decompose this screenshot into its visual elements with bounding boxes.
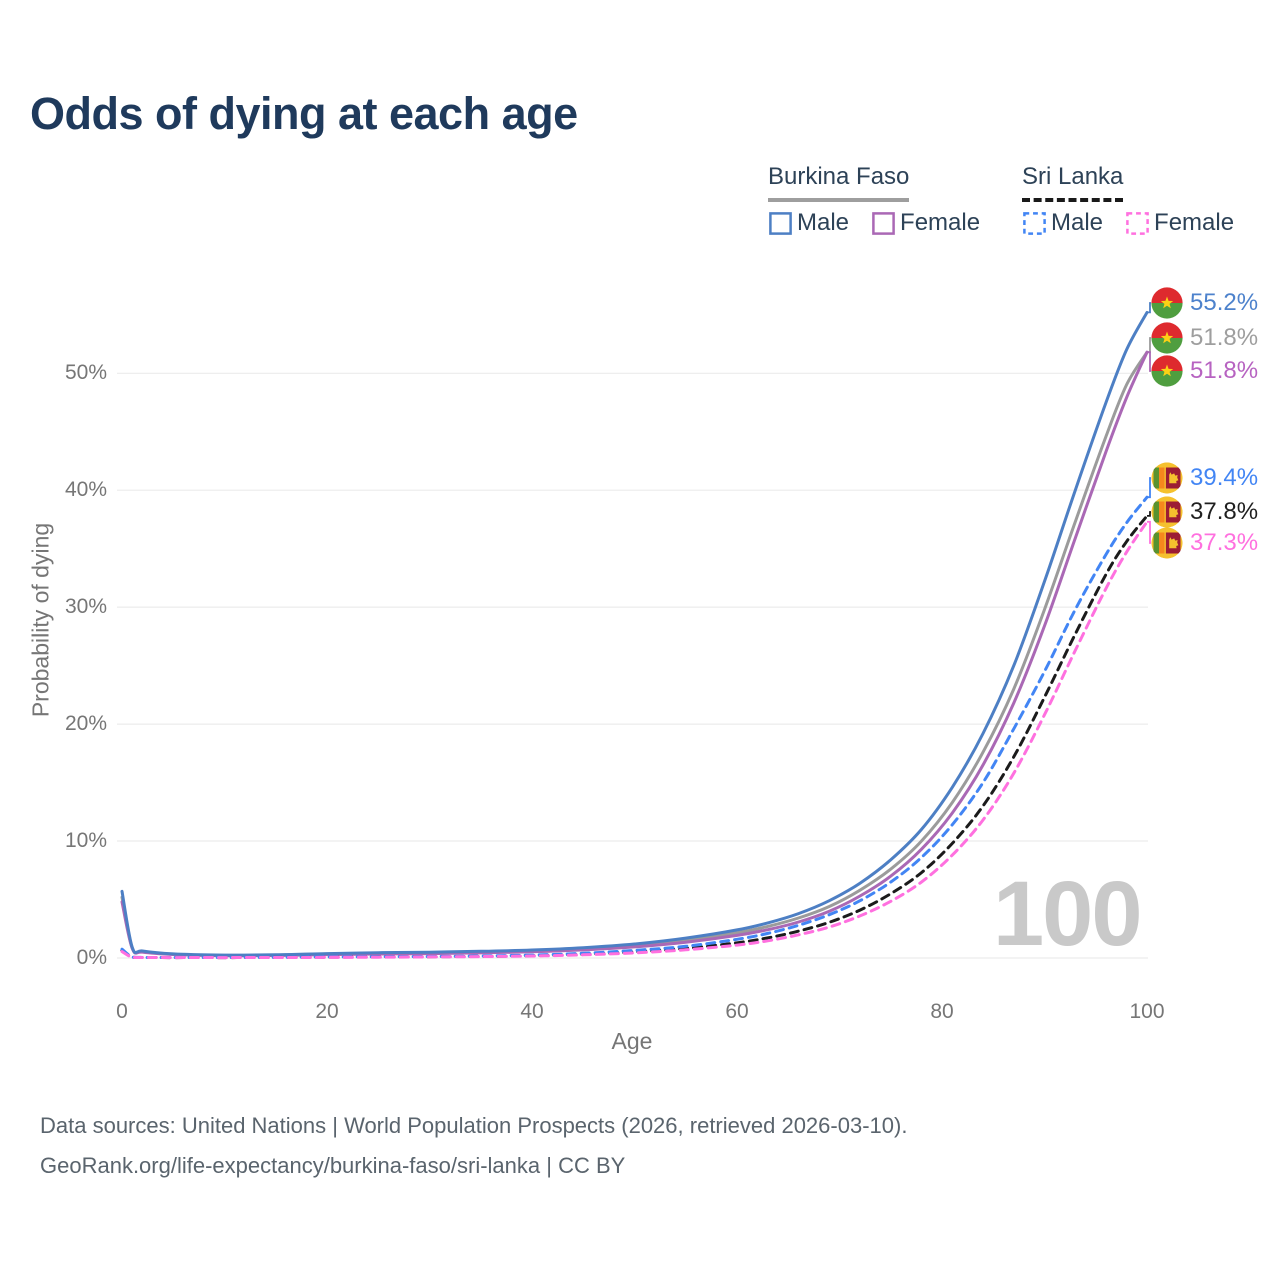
y-tick-label: 40% <box>64 478 107 502</box>
attribution-text: GeoRank.org/life-expectancy/burkina-faso… <box>40 1153 626 1178</box>
legend-group-burkina-faso: Burkina Faso Male Female <box>768 163 980 237</box>
y-tick-label: 0% <box>76 946 107 969</box>
x-tick-label: 60 <box>725 1000 749 1023</box>
legend-group-sri-lanka: Sri Lanka Male Female <box>1022 163 1234 237</box>
end-label-sri-lanka-female: 37.3% <box>1151 527 1258 559</box>
series-line-sri-lanka-total[interactable] <box>120 514 1149 960</box>
sri-lanka-flag-icon <box>1151 527 1183 559</box>
y-axis-title: Probability of dying <box>27 522 54 718</box>
legend-item-label: Female <box>1154 209 1235 236</box>
end-label-connector <box>1147 477 1151 499</box>
page-title: Odds of dying at each age <box>30 88 578 139</box>
y-tick-label: 10% <box>64 829 107 853</box>
legend-country-burkina-faso: Burkina Faso <box>768 163 910 202</box>
end-label-burkina-faso-male: 55.2% <box>1151 287 1258 319</box>
end-label-burkina-faso-total: 51.8% <box>1151 322 1258 354</box>
end-label-value: 51.8% <box>1190 357 1259 384</box>
footer: Data sources: United Nations | World Pop… <box>40 1106 907 1186</box>
x-tick-label: 40 <box>520 1000 544 1023</box>
x-tick-label: 0 <box>116 1000 128 1023</box>
x-tick-label: 100 <box>1129 1000 1165 1023</box>
end-label-connector <box>1147 302 1151 314</box>
end-label-value: 39.4% <box>1190 464 1259 491</box>
age-watermark: 100 <box>993 863 1142 965</box>
sri-lanka-male-swatch-icon <box>1023 211 1046 235</box>
burkina-faso-flag-icon <box>1151 287 1183 319</box>
legend-item-burkina-faso-male[interactable]: Male <box>768 209 849 237</box>
y-tick-label: 30% <box>64 595 107 619</box>
data-sources-text: Data sources: United Nations | World Pop… <box>40 1113 908 1138</box>
x-tick-label: 80 <box>930 1000 954 1023</box>
sri-lanka-flag-icon <box>1151 496 1183 528</box>
end-label-value: 51.8% <box>1190 324 1259 351</box>
sri-lanka-female-swatch-icon <box>1126 211 1149 235</box>
end-label-value: 55.2% <box>1190 289 1259 316</box>
end-label-burkina-faso-female: 51.8% <box>1151 355 1258 387</box>
legend-item-sri-lanka-female[interactable]: Female <box>1125 209 1234 237</box>
x-tick-label: 20 <box>315 1000 339 1023</box>
x-axis-title: Age <box>611 1028 653 1054</box>
sri-lanka-flag-icon <box>1151 462 1183 494</box>
burkina-faso-flag-icon <box>1151 322 1183 354</box>
end-label-sri-lanka-male: 39.4% <box>1151 462 1258 494</box>
legend-item-burkina-faso-female[interactable]: Female <box>871 209 980 237</box>
series-line-burkina-faso-male[interactable] <box>120 310 1149 957</box>
legend-country-sri-lanka: Sri Lanka <box>1022 163 1124 202</box>
end-label-value: 37.3% <box>1190 529 1259 556</box>
end-label-connector <box>1147 520 1151 544</box>
burkina-faso-male-swatch-icon <box>769 211 792 235</box>
legend-item-label: Female <box>900 209 981 236</box>
legend-item-sri-lanka-male[interactable]: Male <box>1022 209 1103 237</box>
end-label-value: 37.8% <box>1190 498 1259 525</box>
series-line-burkina-faso-female[interactable] <box>120 350 1149 958</box>
burkina-faso-female-swatch-icon <box>872 211 895 235</box>
end-label-sri-lanka-total: 37.8% <box>1151 496 1258 528</box>
series-line-sri-lanka-male[interactable] <box>120 495 1149 959</box>
end-label-connector <box>1147 511 1151 517</box>
y-tick-label: 50% <box>64 361 107 385</box>
burkina-faso-flag-icon <box>1151 355 1183 387</box>
y-tick-label: 20% <box>64 712 107 736</box>
end-label-connector <box>1147 351 1151 372</box>
legend-item-label: Male <box>797 209 850 236</box>
series-line-sri-lanka-female[interactable] <box>120 520 1149 960</box>
legend-item-label: Male <box>1051 209 1104 236</box>
series-line-burkina-faso-total[interactable] <box>120 350 1149 957</box>
